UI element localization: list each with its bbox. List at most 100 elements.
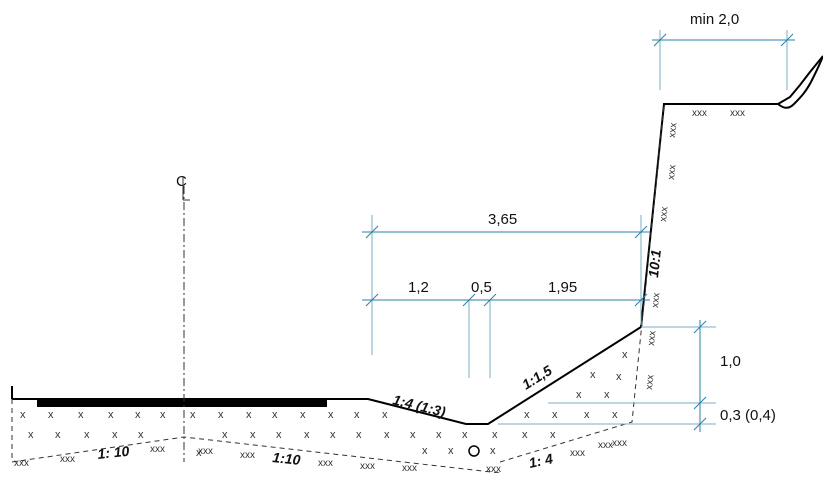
- fill-mark: x: [135, 409, 141, 421]
- fill-mark: x: [462, 429, 468, 441]
- fill-mark: x: [218, 409, 224, 421]
- fill-mark: x: [354, 409, 360, 421]
- fill-mark: x: [28, 429, 34, 441]
- fill-mark: x: [604, 389, 610, 401]
- fill-mark: x: [272, 409, 278, 421]
- fill-mark: x: [492, 429, 498, 441]
- fill-mark: x: [246, 409, 252, 421]
- top-width-tick-left: [653, 33, 667, 47]
- cut-face-slope-label: 10:1: [645, 249, 664, 279]
- total-width-label: 3,65: [488, 211, 517, 228]
- fill-mark: x: [382, 409, 388, 421]
- fill-mark: x: [436, 429, 442, 441]
- base-mid-slope-label: 1:10: [272, 449, 302, 468]
- fill-mark: x: [384, 429, 390, 441]
- parts-tick-4: [634, 293, 648, 307]
- fill-marks-xxx-base: xxx xxx xxx xxx xxx xxx xxx xxx xxx x xx …: [14, 438, 627, 475]
- fill-mark: x: [84, 429, 90, 441]
- ground-profile-line: [12, 55, 823, 425]
- fill-mark: x: [55, 429, 61, 441]
- fill-mark: xxx: [150, 444, 165, 455]
- fill-mark: x: [590, 369, 596, 381]
- fill-mark: x: [330, 429, 336, 441]
- height-tick-top: [693, 320, 707, 334]
- height-tick-bottom: [693, 417, 707, 431]
- fill-mark: x: [328, 409, 334, 421]
- fill-marks-row-3: x x x x: [196, 445, 496, 459]
- fill-mark: x: [304, 429, 310, 441]
- fill-mark: x: [422, 445, 428, 457]
- rock-outline: [777, 55, 823, 109]
- fill-mark: x: [138, 429, 144, 441]
- fill-mark: xxx: [360, 461, 375, 472]
- fill-mark: xxx: [692, 108, 707, 119]
- fill-mark: x: [300, 409, 306, 421]
- subbase-dashed-line: [11, 436, 501, 474]
- height-b-label: 0,3 (0,4): [720, 407, 776, 424]
- fill-mark: x: [616, 371, 622, 383]
- fill-marks-xxx-cut-face: xxx xxx xxx xxx xxx xxx: [644, 122, 680, 390]
- fill-mark: xxx: [198, 446, 213, 457]
- parts-tick-1: [365, 293, 379, 307]
- centerline-label: C: [176, 173, 187, 190]
- fill-mark: x: [612, 409, 618, 421]
- fill-mark: xxx: [598, 440, 613, 451]
- fill-mark: x: [576, 389, 582, 401]
- height-a-label: 1,0: [720, 353, 741, 370]
- backslope-dashed-line: [499, 103, 665, 463]
- fill-mark: x: [48, 409, 54, 421]
- pavement-layer: [37, 399, 327, 407]
- top-width-label: min 2,0: [690, 11, 739, 28]
- fill-mark: xxx: [666, 164, 679, 180]
- height-tick-mid: [693, 396, 707, 410]
- fill-mark: x: [78, 409, 84, 421]
- fill-mark: xxx: [730, 108, 745, 119]
- fill-mark: x: [160, 409, 166, 421]
- fill-mark: xxx: [570, 448, 585, 459]
- fill-mark: x: [410, 429, 416, 441]
- fill-mark: x: [20, 409, 26, 421]
- fill-mark: xxx: [402, 463, 417, 473]
- total-width-tick-right: [634, 225, 648, 239]
- fill-mark: xxx: [612, 438, 627, 449]
- total-width-tick-left: [365, 225, 379, 239]
- fill-marks-ditch: x x x x x x x x x: [524, 349, 628, 421]
- fill-mark: x: [276, 429, 282, 441]
- fill-mark: xxx: [658, 206, 671, 222]
- fill-mark: x: [108, 409, 114, 421]
- part-b-label: 0,5: [471, 279, 492, 296]
- ditch-slope-label: 1:1,5: [519, 362, 555, 393]
- drain-pipe: [468, 445, 480, 457]
- fill-mark: xxx: [646, 330, 659, 346]
- fill-mark: xxx: [486, 464, 501, 473]
- fill-mark: x: [250, 429, 256, 441]
- base-right-slope-label: 1: 4: [527, 450, 554, 471]
- fill-mark: x: [584, 409, 590, 421]
- fill-mark: xxx: [318, 458, 333, 469]
- fill-mark: x: [196, 447, 202, 459]
- part-a-label: 1,2: [408, 279, 429, 296]
- fill-marks-row-1: x x x x x x x x x x x x x x: [20, 409, 388, 421]
- parts-tick-3: [483, 293, 497, 307]
- fill-mark: x: [490, 445, 496, 457]
- fill-mark: x: [622, 349, 628, 361]
- fill-mark: x: [222, 429, 228, 441]
- parts-tick-2: [462, 293, 476, 307]
- fill-mark: x: [356, 429, 362, 441]
- fill-mark: xxx: [240, 450, 255, 461]
- fill-mark: xxx: [644, 374, 657, 390]
- fill-mark: x: [190, 409, 196, 421]
- fill-mark: xxx: [60, 454, 75, 465]
- fill-marks-xxx-top: xxx xxx: [692, 108, 745, 119]
- fill-mark: xxx: [667, 122, 680, 138]
- fill-mark: x: [522, 429, 528, 441]
- top-width-tick-right: [780, 33, 794, 47]
- fill-marks-row-2: x x x x x x x x x x x x x x x x x x: [28, 429, 556, 441]
- fill-mark: x: [552, 409, 558, 421]
- part-c-label: 1,95: [548, 279, 577, 296]
- road-side-slope-label: 1:4 (1:3): [391, 391, 447, 420]
- fill-mark: x: [112, 429, 118, 441]
- fill-mark: xxx: [14, 458, 29, 469]
- fill-mark: x: [550, 429, 556, 441]
